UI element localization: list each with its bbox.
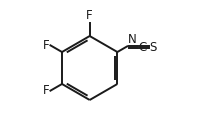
Text: C: C bbox=[139, 41, 147, 54]
Text: N: N bbox=[127, 33, 136, 46]
Text: S: S bbox=[150, 41, 157, 54]
Text: F: F bbox=[43, 84, 49, 97]
Text: F: F bbox=[43, 39, 49, 52]
Text: F: F bbox=[86, 9, 93, 22]
